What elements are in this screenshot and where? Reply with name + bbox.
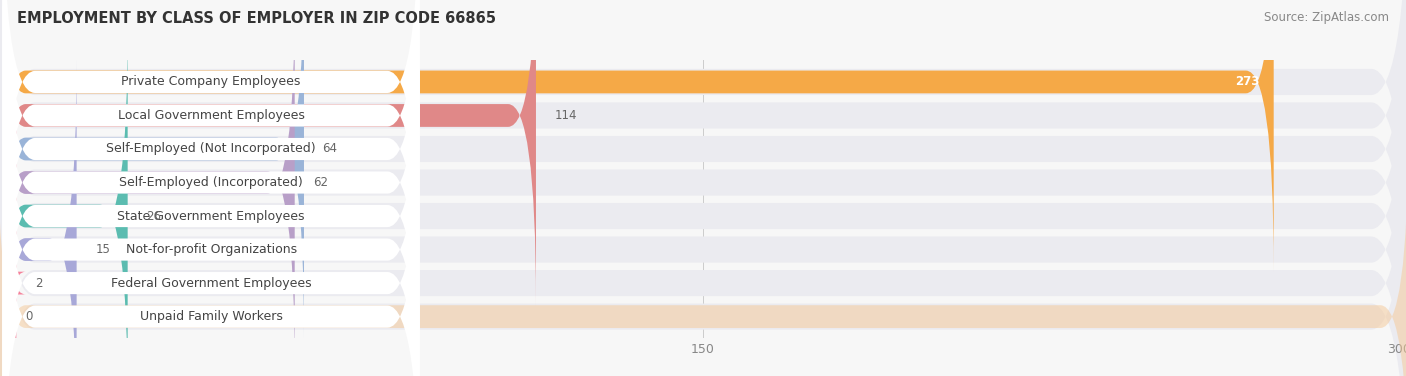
Text: 15: 15	[96, 243, 110, 256]
FancyBboxPatch shape	[0, 127, 1406, 376]
FancyBboxPatch shape	[0, 0, 304, 339]
FancyBboxPatch shape	[0, 0, 1274, 272]
Text: 2: 2	[35, 277, 42, 290]
FancyBboxPatch shape	[0, 0, 295, 372]
FancyBboxPatch shape	[0, 28, 1406, 376]
Text: Not-for-profit Organizations: Not-for-profit Organizations	[125, 243, 297, 256]
FancyBboxPatch shape	[3, 0, 420, 373]
FancyBboxPatch shape	[3, 0, 420, 376]
FancyBboxPatch shape	[3, 59, 420, 376]
FancyBboxPatch shape	[3, 93, 420, 376]
Text: Source: ZipAtlas.com: Source: ZipAtlas.com	[1264, 11, 1389, 24]
Text: Federal Government Employees: Federal Government Employees	[111, 277, 312, 290]
FancyBboxPatch shape	[0, 0, 1406, 337]
FancyBboxPatch shape	[0, 62, 1406, 376]
Text: Local Government Employees: Local Government Employees	[118, 109, 305, 122]
FancyBboxPatch shape	[0, 0, 536, 305]
FancyBboxPatch shape	[0, 26, 128, 376]
Text: EMPLOYMENT BY CLASS OF EMPLOYER IN ZIP CODE 66865: EMPLOYMENT BY CLASS OF EMPLOYER IN ZIP C…	[17, 11, 496, 26]
Text: Self-Employed (Incorporated): Self-Employed (Incorporated)	[120, 176, 304, 189]
FancyBboxPatch shape	[0, 93, 25, 376]
Text: 273: 273	[1236, 76, 1260, 88]
Text: 64: 64	[322, 143, 337, 156]
Text: 114: 114	[554, 109, 576, 122]
FancyBboxPatch shape	[0, 60, 77, 376]
FancyBboxPatch shape	[3, 0, 420, 339]
FancyBboxPatch shape	[3, 0, 420, 306]
Text: State Government Employees: State Government Employees	[118, 209, 305, 223]
Text: Self-Employed (Not Incorporated): Self-Employed (Not Incorporated)	[107, 143, 316, 156]
FancyBboxPatch shape	[3, 0, 420, 376]
Text: 26: 26	[146, 209, 162, 223]
Text: Private Company Employees: Private Company Employees	[121, 76, 301, 88]
Text: 0: 0	[25, 310, 32, 323]
Text: Unpaid Family Workers: Unpaid Family Workers	[139, 310, 283, 323]
Text: 62: 62	[314, 176, 328, 189]
FancyBboxPatch shape	[3, 26, 420, 376]
